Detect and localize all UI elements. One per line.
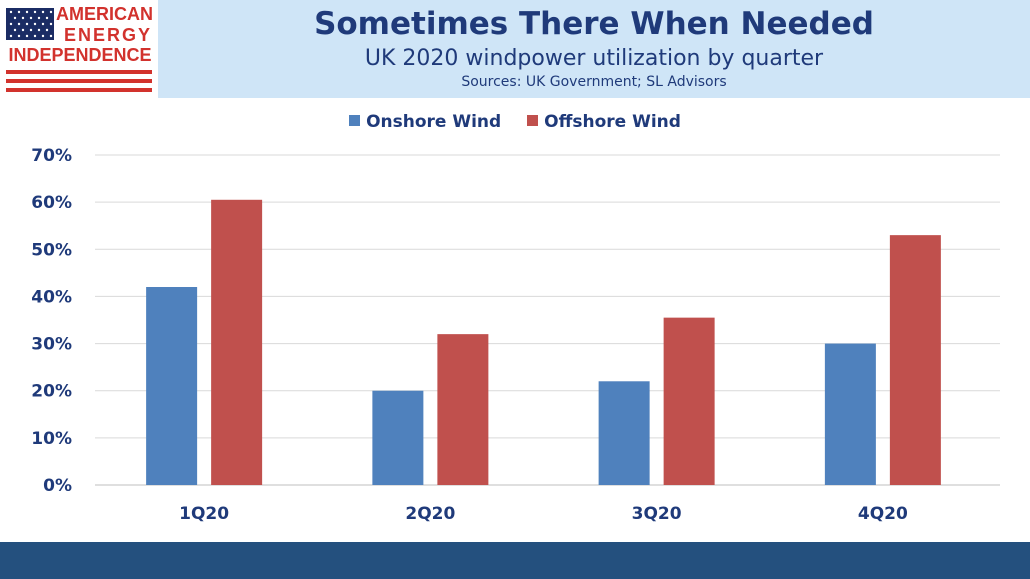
y-tick-label: 70% xyxy=(31,146,72,166)
legend: Onshore Wind Offshore Wind xyxy=(0,112,1030,132)
bar-onshore-1q20 xyxy=(146,287,198,485)
legend-swatch-onshore xyxy=(349,115,361,126)
bar-onshore-4q20 xyxy=(824,343,876,485)
y-tick-label: 0% xyxy=(43,476,72,496)
header-band xyxy=(158,0,1030,98)
bar-offshore-2q20 xyxy=(437,334,489,485)
legend-item-offshore: Offshore Wind xyxy=(527,112,681,132)
y-tick-label: 60% xyxy=(31,193,72,213)
x-tick-label: 1Q20 xyxy=(179,504,229,524)
logo-text-american: AMERICAN xyxy=(56,4,153,24)
logo-text-energy: ENERGY xyxy=(63,25,152,45)
legend-label-offshore: Offshore Wind xyxy=(544,112,681,132)
x-tick-label: 2Q20 xyxy=(405,504,455,524)
logo-stripe xyxy=(6,79,152,83)
y-tick-label: 50% xyxy=(31,240,72,260)
legend-item-onshore: Onshore Wind xyxy=(349,112,501,132)
x-tick-label: 4Q20 xyxy=(858,504,908,524)
bar-onshore-3q20 xyxy=(598,381,650,485)
y-tick-label: 40% xyxy=(31,287,72,307)
chart-title: Sometimes There When Needed xyxy=(314,6,874,42)
bar-onshore-2q20 xyxy=(372,390,424,485)
y-tick-label: 20% xyxy=(31,382,72,402)
legend-swatch-offshore xyxy=(527,115,539,126)
bar-offshore-1q20 xyxy=(211,199,263,486)
logo-text-independence: INDEPENDENCE xyxy=(8,45,152,65)
logo-stripe xyxy=(6,88,152,92)
chart-subtitle: UK 2020 windpower utilization by quarter xyxy=(364,46,824,71)
legend-label-onshore: Onshore Wind xyxy=(366,112,502,132)
x-tick-label: 3Q20 xyxy=(632,504,682,524)
bar-offshore-4q20 xyxy=(889,235,941,485)
y-tick-label: 30% xyxy=(31,335,72,355)
bar-chart: 0% 10% 20% 30% 40% 50% 60% 70% 1Q20 2Q20 3Q20 4Q20 xyxy=(31,146,1000,524)
chart-source: Sources: UK Government; SL Advisors xyxy=(461,74,727,90)
logo-stripe xyxy=(6,70,152,74)
y-tick-label: 10% xyxy=(31,429,72,449)
logo: AMERICAN ENERGY INDEPENDENCE xyxy=(0,0,158,100)
flag-icon xyxy=(6,8,54,40)
bar-offshore-3q20 xyxy=(663,317,715,485)
footer-band xyxy=(0,542,1030,579)
